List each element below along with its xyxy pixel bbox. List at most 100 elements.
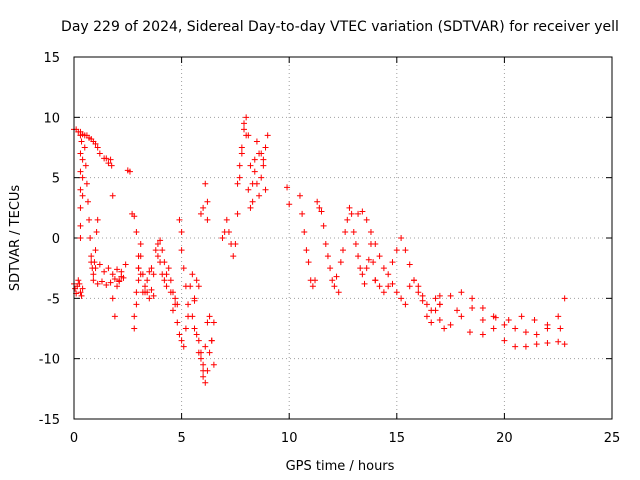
- data-point: [533, 331, 540, 338]
- data-point: [469, 295, 476, 302]
- data-point: [159, 247, 166, 254]
- data-point: [363, 216, 370, 223]
- data-point: [133, 289, 140, 296]
- data-point: [352, 241, 359, 248]
- data-point: [161, 277, 168, 284]
- data-point: [249, 198, 256, 205]
- data-point: [454, 307, 461, 314]
- data-point: [238, 150, 245, 157]
- data-point: [77, 186, 84, 193]
- data-point: [93, 228, 100, 235]
- data-point: [428, 319, 435, 326]
- data-point: [490, 325, 497, 332]
- series-early_vertical: [77, 132, 101, 278]
- data-point: [241, 120, 248, 127]
- data-point: [92, 247, 99, 254]
- data-point: [84, 198, 91, 205]
- data-point: [165, 265, 172, 272]
- data-point: [114, 283, 121, 290]
- data-point: [316, 204, 323, 211]
- data-point: [94, 280, 101, 287]
- grid: [74, 57, 612, 419]
- data-point: [423, 313, 430, 320]
- data-point: [193, 331, 200, 338]
- data-point: [193, 277, 200, 284]
- data-point: [318, 208, 325, 215]
- data-point: [109, 192, 116, 199]
- data-point: [131, 313, 138, 320]
- data-point: [131, 213, 138, 220]
- data-point: [180, 343, 187, 350]
- data-point: [296, 192, 303, 199]
- data-point: [402, 247, 409, 254]
- data-point: [200, 361, 207, 368]
- data-point: [234, 180, 241, 187]
- x-tick-label: 0: [70, 431, 78, 446]
- data-point: [96, 150, 103, 157]
- data-point: [241, 126, 248, 133]
- data-point: [458, 313, 465, 320]
- data-point: [314, 198, 321, 205]
- data-point: [355, 253, 362, 260]
- data-point: [176, 216, 183, 223]
- data-point: [518, 313, 525, 320]
- data-point: [202, 180, 209, 187]
- data-point: [178, 337, 185, 344]
- data-point: [305, 259, 312, 266]
- data-point: [370, 259, 377, 266]
- data-point: [135, 265, 142, 272]
- data-point: [105, 265, 112, 272]
- data-point: [251, 168, 258, 175]
- data-point: [544, 339, 551, 346]
- data-point: [243, 114, 250, 121]
- data-point: [114, 266, 121, 273]
- data-point: [411, 277, 418, 284]
- data-point: [92, 140, 99, 147]
- data-point: [77, 204, 84, 211]
- data-point: [415, 283, 422, 290]
- data-point: [372, 277, 379, 284]
- data-point: [245, 186, 252, 193]
- data-point: [253, 138, 260, 145]
- data-point: [77, 150, 84, 157]
- data-point: [77, 289, 84, 296]
- data-point: [206, 349, 213, 356]
- data-point: [447, 321, 454, 328]
- data-point: [561, 295, 568, 302]
- data-point: [146, 268, 153, 275]
- data-point: [191, 325, 198, 332]
- x-tick-label: 5: [177, 431, 185, 446]
- data-point: [195, 283, 202, 290]
- data-point: [247, 204, 254, 211]
- data-point: [436, 301, 443, 308]
- data-point: [86, 216, 93, 223]
- data-point: [92, 265, 99, 272]
- data-point: [139, 271, 146, 278]
- data-point: [77, 132, 84, 139]
- data-point: [458, 289, 465, 296]
- data-point: [103, 282, 110, 289]
- data-point: [522, 343, 529, 350]
- data-point: [284, 184, 291, 191]
- data-point: [258, 150, 265, 157]
- data-point: [260, 156, 267, 163]
- data-point: [329, 277, 336, 284]
- data-point: [108, 162, 115, 169]
- data-point: [77, 235, 84, 241]
- data-point: [133, 228, 140, 235]
- data-point: [88, 259, 95, 266]
- data-point: [361, 280, 368, 287]
- data-point: [79, 174, 86, 181]
- data-point: [75, 277, 82, 284]
- data-point: [251, 156, 258, 163]
- data-point: [264, 132, 271, 139]
- data-point: [469, 304, 476, 311]
- data-point: [479, 331, 486, 338]
- data-point: [187, 283, 194, 290]
- data-point: [88, 253, 95, 260]
- data-point: [163, 271, 170, 278]
- data-point: [393, 247, 400, 254]
- data-point: [492, 314, 499, 321]
- data-point: [512, 325, 519, 332]
- data-point: [262, 186, 269, 193]
